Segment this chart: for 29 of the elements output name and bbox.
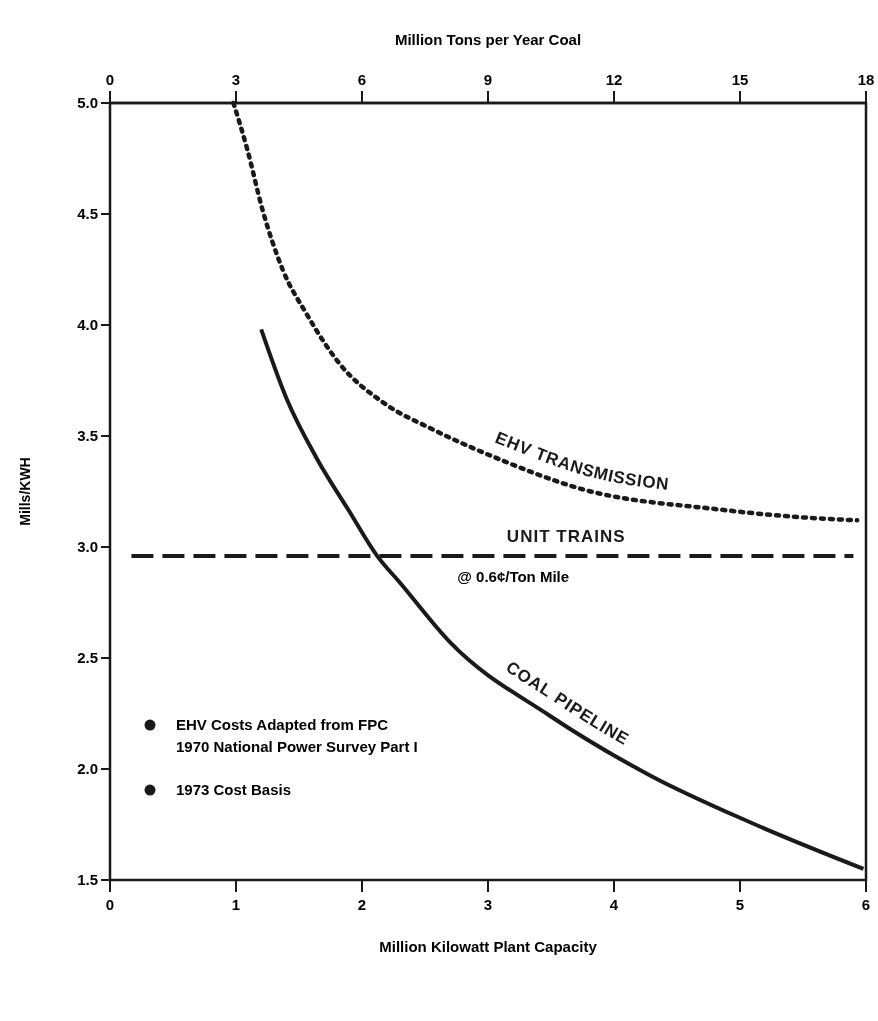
x2-tick-label: 3 bbox=[231, 71, 241, 88]
x-tick-label: 5 bbox=[735, 896, 745, 913]
x2-tick-label: 18 bbox=[857, 71, 875, 88]
x-tick-label: 4 bbox=[609, 896, 619, 913]
y-tick-label: 2.0 bbox=[77, 760, 98, 778]
y-axis-title: Mills/KWH bbox=[17, 457, 33, 526]
x2-tick-label: 6 bbox=[357, 71, 367, 88]
annotation: @ 0.6¢/Ton Mile bbox=[457, 567, 570, 585]
y-tick-label: 5.0 bbox=[77, 94, 98, 112]
x-tick-label: 2 bbox=[357, 896, 367, 913]
x-tick-label: 1 bbox=[231, 896, 241, 913]
annotation: EHV Costs Adapted from FPC 1970 National Power Survey Part I bbox=[176, 716, 418, 756]
y-tick-label: 2.5 bbox=[77, 649, 98, 667]
x-axis-title: Million Kilowatt Plant Capacity bbox=[379, 938, 598, 955]
x2-tick-label: 12 bbox=[605, 71, 623, 88]
x-tick-label: 0 bbox=[105, 896, 115, 913]
x2-axis-title: Million Tons per Year Coal bbox=[394, 31, 582, 48]
x2-tick-label: 15 bbox=[731, 71, 749, 88]
y-tick-label: 1.5 bbox=[77, 871, 98, 889]
x-tick-label: 6 bbox=[861, 896, 871, 913]
y-tick-label: 4.0 bbox=[77, 316, 98, 334]
annotation: 1973 Cost Basis bbox=[176, 781, 292, 799]
x-tick-label: 3 bbox=[483, 896, 493, 913]
x2-tick-label: 0 bbox=[105, 71, 115, 88]
series-label: UNIT TRAINS bbox=[506, 526, 626, 546]
y-tick-label: 4.5 bbox=[77, 205, 98, 223]
y-tick-label: 3.5 bbox=[77, 427, 98, 445]
y-tick-label: 3.0 bbox=[77, 538, 98, 556]
x2-tick-label: 9 bbox=[483, 71, 493, 88]
